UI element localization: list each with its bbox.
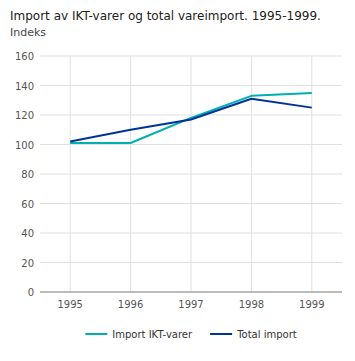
- chart: Import av IKT-varer og total vareimport.…: [0, 0, 355, 361]
- x-grid-line: [311, 56, 312, 292]
- series-line: [70, 99, 312, 142]
- grid: [40, 56, 342, 292]
- lines: [70, 93, 312, 143]
- y-tick-label: 0: [28, 287, 34, 298]
- y-tick-label: 20: [21, 258, 34, 269]
- y-tick-label: 120: [15, 110, 34, 121]
- x-grid-line: [251, 56, 252, 292]
- x-tick-label: 1998: [239, 299, 264, 310]
- x-tick-label: 1999: [299, 299, 324, 310]
- y-grid-line: [40, 292, 342, 293]
- subtitle: Indeks: [10, 26, 46, 39]
- y-tick-label: 140: [15, 81, 34, 92]
- y-tick-label: 100: [15, 140, 34, 151]
- legend-item: Total import: [210, 329, 297, 340]
- legend: Import IKT-varer Total import: [85, 329, 296, 340]
- x-tick-label: 1997: [178, 299, 203, 310]
- y-tick-label: 160: [15, 51, 34, 62]
- series-line: [70, 93, 312, 143]
- legend-label: Total import: [236, 329, 297, 340]
- x-grid-line: [70, 56, 71, 292]
- y-tick-label: 60: [21, 199, 34, 210]
- y-tick-label: 80: [21, 169, 34, 180]
- legend-item: Import IKT-varer: [85, 329, 193, 340]
- x-axis-line: [40, 292, 342, 293]
- legend-label: Import IKT-varer: [112, 329, 193, 340]
- y-tick-label: 40: [21, 228, 34, 239]
- x-tick-label: 1996: [118, 299, 143, 310]
- legend-swatch: [85, 333, 107, 335]
- axes: 0 20 40 60 80 100 120 140 160 1995 1996 1997 1998 199…: [15, 51, 342, 310]
- legend-swatch: [210, 333, 232, 335]
- x-tick-label: 1995: [57, 299, 82, 310]
- x-grid-line: [130, 56, 131, 292]
- title: Import av IKT-varer og total vareimport.…: [10, 9, 321, 23]
- x-grid-line: [191, 56, 192, 292]
